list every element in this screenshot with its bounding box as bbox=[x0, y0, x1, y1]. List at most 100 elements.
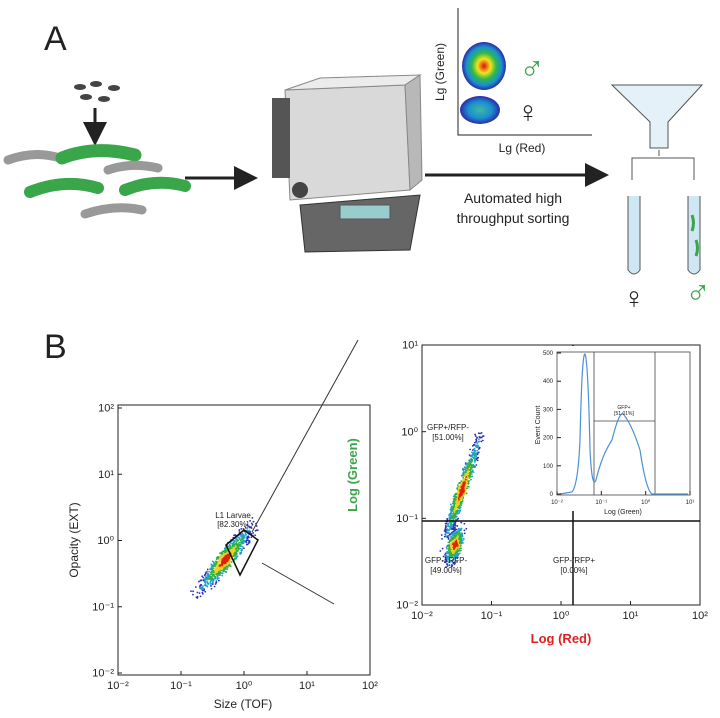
dot bbox=[216, 571, 218, 573]
dot bbox=[457, 492, 460, 494]
dot bbox=[448, 559, 451, 562]
x-tick-label: 10⁻¹ bbox=[595, 500, 607, 506]
dot bbox=[451, 547, 454, 550]
dot bbox=[462, 471, 465, 474]
dot bbox=[221, 574, 224, 577]
dot bbox=[456, 544, 459, 547]
dot bbox=[214, 583, 217, 585]
dot bbox=[475, 452, 478, 455]
dot bbox=[441, 537, 443, 540]
dot bbox=[456, 554, 459, 557]
dot bbox=[455, 534, 458, 536]
dot bbox=[212, 567, 215, 570]
dot bbox=[229, 545, 232, 548]
dot bbox=[475, 446, 478, 448]
y-tick-label: 10⁰ bbox=[401, 426, 418, 438]
dot bbox=[243, 547, 245, 550]
dot bbox=[450, 522, 453, 524]
dot bbox=[210, 566, 213, 569]
dot bbox=[194, 586, 197, 588]
dot bbox=[457, 528, 459, 531]
dot bbox=[460, 490, 463, 493]
dot bbox=[459, 484, 462, 487]
dot bbox=[231, 545, 234, 548]
dot bbox=[457, 535, 459, 538]
dot bbox=[225, 556, 228, 559]
dot bbox=[456, 548, 459, 551]
dot bbox=[240, 548, 243, 551]
x-tick-label: 10⁻² bbox=[107, 680, 129, 692]
y-tick-label: 0 bbox=[550, 492, 554, 498]
dot bbox=[448, 547, 451, 549]
dot bbox=[240, 527, 243, 530]
dot bbox=[463, 532, 466, 535]
dot bbox=[455, 518, 457, 521]
dot bbox=[479, 436, 482, 439]
gate-label: L1 Larvae bbox=[215, 511, 251, 520]
dot bbox=[455, 510, 457, 513]
dot bbox=[225, 553, 227, 555]
dot bbox=[476, 442, 479, 445]
dot bbox=[220, 555, 223, 558]
dot bbox=[239, 543, 242, 546]
dot bbox=[471, 475, 474, 478]
dot bbox=[477, 446, 480, 449]
axis-label: Log (Green) bbox=[345, 438, 360, 512]
dot bbox=[459, 510, 461, 512]
dot bbox=[248, 526, 251, 529]
dot bbox=[444, 560, 447, 563]
gate-label: [51.01%] bbox=[614, 411, 634, 417]
dot bbox=[477, 456, 480, 459]
dot bbox=[456, 488, 459, 490]
dot bbox=[225, 565, 228, 568]
dot bbox=[227, 551, 229, 554]
dot bbox=[255, 529, 258, 532]
dot bbox=[221, 563, 224, 566]
dot bbox=[453, 545, 456, 547]
dot bbox=[478, 440, 481, 443]
dot bbox=[224, 550, 227, 553]
dot bbox=[452, 518, 455, 520]
dot bbox=[450, 509, 453, 512]
y-tick-label: 200 bbox=[543, 436, 554, 442]
dot bbox=[446, 536, 449, 539]
x-tick-label: 10⁻¹ bbox=[170, 680, 192, 692]
dot bbox=[216, 565, 218, 567]
dot bbox=[217, 556, 219, 558]
quadrant-label: [0.00%] bbox=[560, 566, 587, 575]
dot bbox=[223, 559, 225, 562]
dot bbox=[441, 547, 444, 550]
dot bbox=[448, 513, 451, 516]
dot bbox=[217, 566, 220, 569]
dot bbox=[228, 555, 231, 558]
y-tick-label: 10⁻² bbox=[92, 668, 114, 680]
dot bbox=[474, 435, 477, 438]
dot bbox=[470, 467, 472, 470]
dot bbox=[232, 539, 235, 542]
dot bbox=[458, 503, 460, 506]
dot bbox=[241, 546, 244, 548]
dot bbox=[461, 541, 464, 544]
panel-label: A bbox=[44, 20, 67, 58]
caption: throughput sorting bbox=[457, 210, 570, 226]
dot bbox=[445, 535, 447, 537]
dot bbox=[205, 576, 208, 579]
dot bbox=[456, 542, 459, 545]
dot bbox=[211, 579, 214, 582]
dot bbox=[444, 531, 447, 533]
dot bbox=[446, 547, 448, 550]
dot bbox=[215, 562, 218, 565]
dot bbox=[460, 492, 463, 494]
dot bbox=[458, 533, 461, 536]
dot bbox=[451, 555, 453, 558]
dot bbox=[470, 473, 473, 475]
zoom-line bbox=[261, 562, 335, 605]
axis-label: Log (Red) bbox=[531, 631, 592, 646]
dot bbox=[451, 505, 454, 508]
dot bbox=[455, 505, 457, 508]
quadrant-label: GFP-/RFP+ bbox=[553, 556, 595, 565]
dot bbox=[204, 580, 206, 583]
dot bbox=[452, 511, 455, 514]
dot bbox=[224, 562, 227, 565]
